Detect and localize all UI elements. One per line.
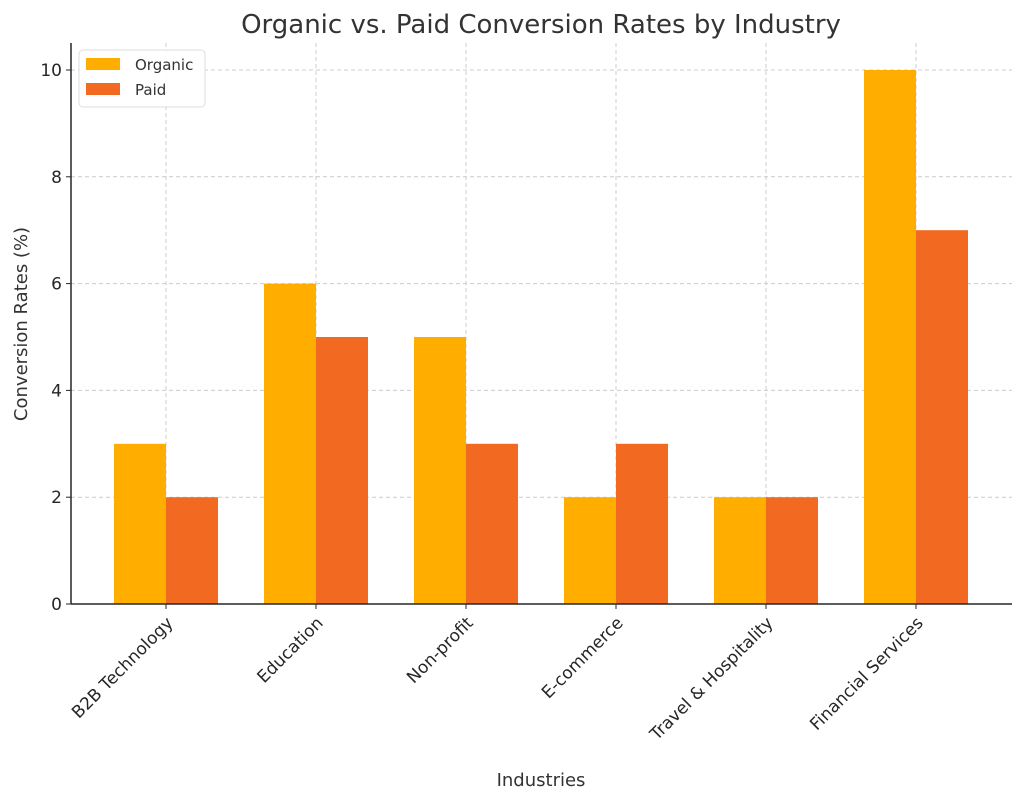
bar-organic (864, 70, 916, 604)
bar-paid (766, 497, 818, 604)
legend-label-organic: Organic (135, 56, 193, 74)
bar-paid (916, 230, 968, 604)
y-tick-label: 4 (51, 381, 62, 401)
y-ticks: 0 2 4 6 8 10 (40, 61, 71, 615)
x-tick-label: Education (254, 613, 328, 687)
y-tick-label: 0 (51, 595, 62, 615)
legend-swatch-organic (86, 58, 120, 70)
x-tick-label: Travel & Hospitality (646, 613, 778, 745)
x-axis-label: Industries (497, 770, 586, 791)
y-axis-label: Conversion Rates (%) (11, 227, 32, 421)
x-tick-label: E-commerce (538, 613, 628, 703)
bar-organic (714, 497, 766, 604)
x-tick-label: B2B Technology (68, 613, 177, 722)
x-tick-label: Financial Services (806, 613, 927, 734)
y-tick-label: 6 (51, 275, 62, 295)
bar-paid (166, 497, 218, 604)
legend-swatch-paid (86, 83, 120, 95)
chart-title: Organic vs. Paid Conversion Rates by Ind… (241, 10, 841, 40)
legend-label-paid: Paid (135, 81, 166, 99)
bar-paid (466, 443, 518, 604)
y-tick-label: 10 (40, 61, 62, 81)
bar-paid (316, 337, 368, 604)
x-tick-label: Non-profit (403, 613, 478, 688)
bar-organic (564, 497, 616, 604)
y-tick-label: 2 (51, 488, 62, 508)
legend: Organic Paid (78, 49, 206, 108)
bar-organic (114, 443, 166, 604)
bars (114, 70, 968, 604)
bar-paid (616, 443, 668, 604)
axes (70, 43, 1012, 605)
y-tick-label: 8 (51, 168, 62, 188)
bar-organic (414, 337, 466, 604)
x-ticks: B2B Technology Education Non-profit E-comme… (68, 604, 928, 745)
bar-organic (264, 283, 316, 604)
